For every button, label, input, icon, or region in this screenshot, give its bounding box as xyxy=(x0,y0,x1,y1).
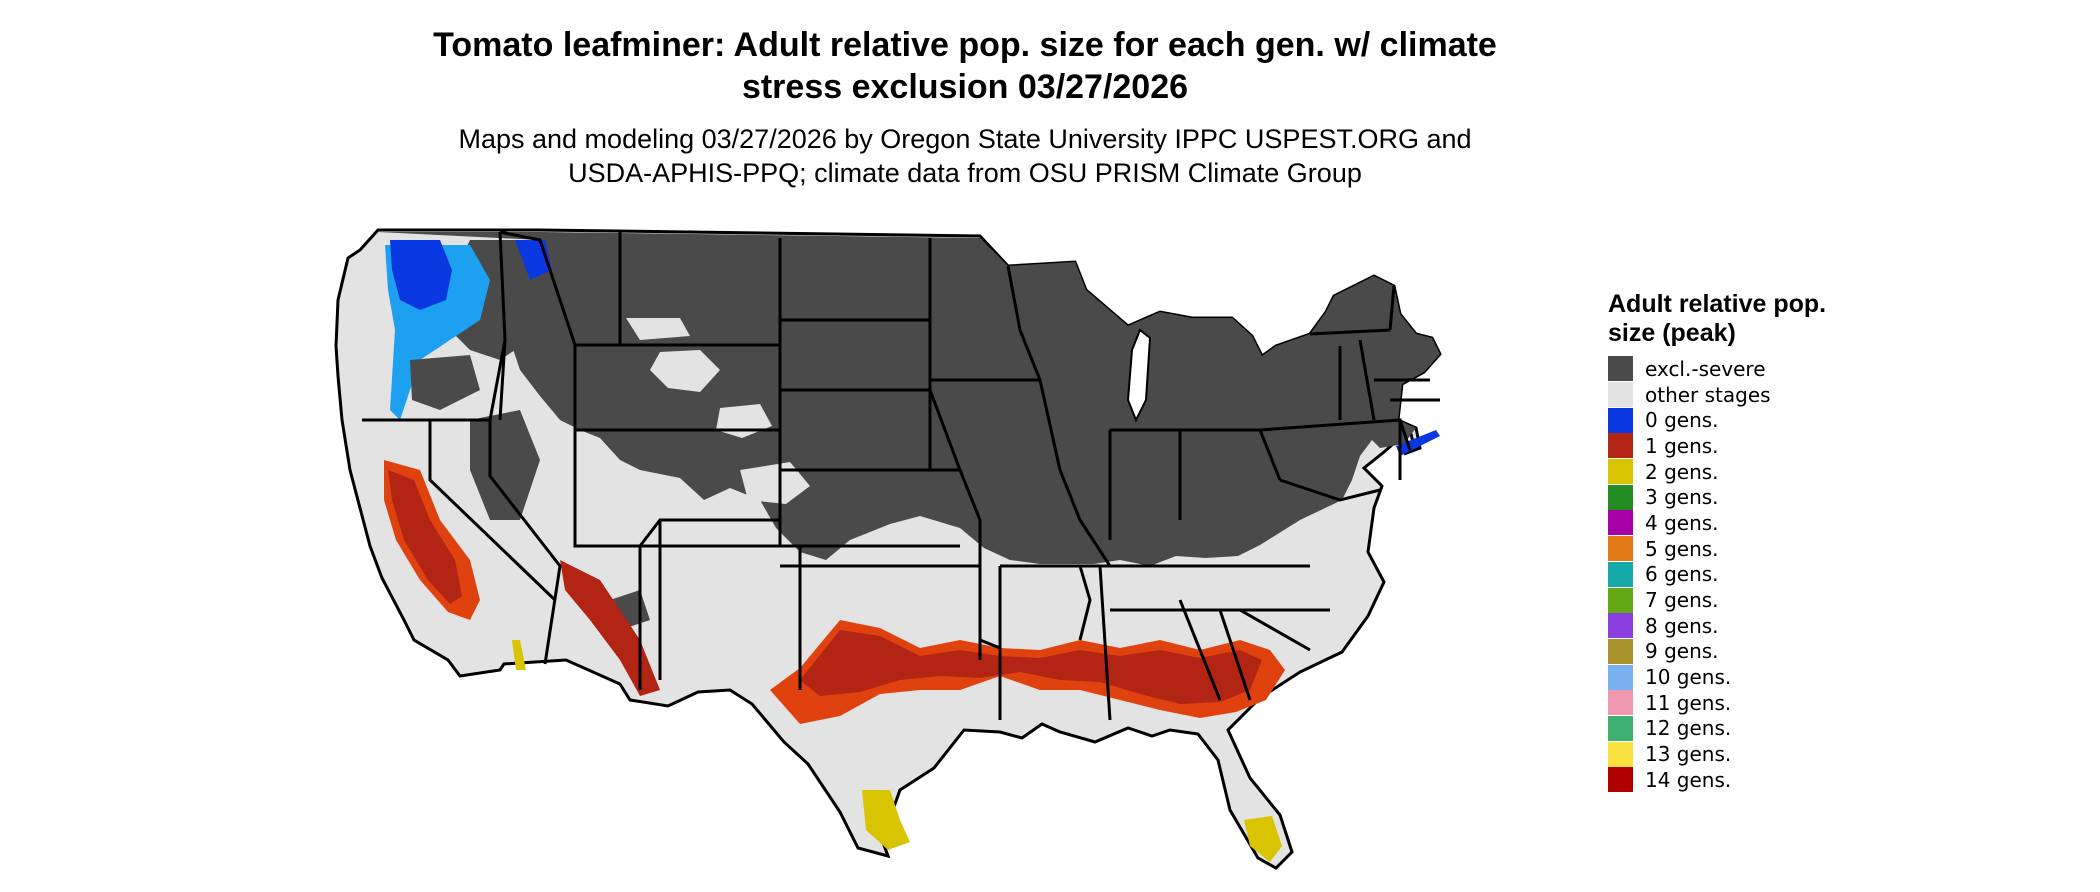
legend-label: 12 gens. xyxy=(1645,716,1732,741)
legend-item: other stages xyxy=(1608,382,1938,408)
legend-item: excl.-severe xyxy=(1608,356,1938,382)
ca-one-gens xyxy=(388,470,462,604)
legend-swatch xyxy=(1608,741,1633,767)
florida-two-gens xyxy=(1244,816,1282,862)
legend-swatch xyxy=(1608,638,1633,664)
south-band-one-gens xyxy=(800,630,1262,704)
pnw-zero-gens xyxy=(390,240,452,310)
legend-label: 0 gens. xyxy=(1645,408,1719,433)
legend: Adult relative pop. size (peak) excl.-se… xyxy=(1608,290,1938,793)
legend-item: 11 gens. xyxy=(1608,690,1938,716)
pnw-grey-patch xyxy=(410,355,480,410)
legend-label: other stages xyxy=(1645,382,1771,407)
legend-item: 6 gens. xyxy=(1608,561,1938,588)
state-boundaries xyxy=(362,230,1440,721)
legend-item: 2 gens. xyxy=(1608,459,1938,485)
legend-swatch xyxy=(1608,459,1633,485)
legend-swatch xyxy=(1608,767,1633,793)
ca-two-gens xyxy=(512,640,526,670)
legend-swatch xyxy=(1608,613,1633,639)
other-stages-patch-3 xyxy=(740,462,810,504)
legend-label: 10 gens. xyxy=(1645,665,1732,690)
coastal-ne-zero-gens xyxy=(1396,430,1440,456)
legend-item: 5 gens. xyxy=(1608,536,1938,562)
legend-item: 10 gens. xyxy=(1608,664,1938,690)
legend-label: excl.-severe xyxy=(1645,356,1766,381)
legend-item: 7 gens. xyxy=(1608,587,1938,613)
legend-swatch xyxy=(1608,690,1633,716)
legend-title: Adult relative pop. size (peak) xyxy=(1608,290,1827,347)
legend-swatch xyxy=(1608,715,1633,741)
legend-items: excl.-severe other stages 0 gens. 1 gens. 2 … xyxy=(1608,356,1938,793)
legend-label: 8 gens. xyxy=(1645,613,1719,638)
legend-item: 13 gens. xyxy=(1608,741,1938,767)
map-subtitle: Maps and modeling 03/27/2026 by Oregon S… xyxy=(458,124,1472,188)
south-texas-two-gens xyxy=(862,790,910,850)
legend-label: 9 gens. xyxy=(1645,639,1719,664)
map-title: Tomato leafminer: Adult relative pop. si… xyxy=(433,26,1497,106)
us-map xyxy=(334,228,1442,870)
socal-one-gens xyxy=(560,560,660,696)
legend-item: 9 gens. xyxy=(1608,638,1938,665)
legend-item: 4 gens. xyxy=(1608,510,1938,536)
legend-label: 13 gens. xyxy=(1645,742,1732,767)
legend-swatch xyxy=(1608,587,1633,613)
legend-label: 4 gens. xyxy=(1645,510,1719,535)
excluded-region-northeast xyxy=(378,232,1440,566)
legend-label: 5 gens. xyxy=(1645,536,1719,561)
legend-item: 14 gens. xyxy=(1608,767,1938,793)
legend-item: 3 gens. xyxy=(1608,484,1938,510)
legend-swatch xyxy=(1608,510,1633,536)
legend-label: 11 gens. xyxy=(1645,690,1732,715)
legend-item: 8 gens. xyxy=(1608,613,1938,639)
legend-item: 12 gens. xyxy=(1608,715,1938,742)
legend-label: 3 gens. xyxy=(1645,485,1719,510)
legend-swatch xyxy=(1608,664,1633,690)
other-stages-patch-lake xyxy=(1126,328,1152,423)
other-stages-patch-1 xyxy=(650,350,720,392)
nv-grey-patches xyxy=(470,410,540,520)
legend-swatch xyxy=(1608,433,1633,459)
legend-swatch xyxy=(1608,484,1633,510)
legend-item: 0 gens. xyxy=(1608,407,1938,433)
legend-label: 7 gens. xyxy=(1645,588,1719,613)
legend-label: 14 gens. xyxy=(1645,767,1732,792)
legend-label: 1 gens. xyxy=(1645,433,1719,458)
legend-label: 6 gens. xyxy=(1645,562,1719,587)
legend-swatch xyxy=(1608,561,1633,587)
legend-swatch xyxy=(1608,536,1633,562)
legend-swatch xyxy=(1608,407,1633,433)
legend-item: 1 gens. xyxy=(1608,433,1938,459)
other-stages-patch-4 xyxy=(626,318,690,340)
legend-swatch xyxy=(1608,382,1633,408)
legend-swatch xyxy=(1608,356,1633,382)
legend-label: 2 gens. xyxy=(1645,459,1719,484)
